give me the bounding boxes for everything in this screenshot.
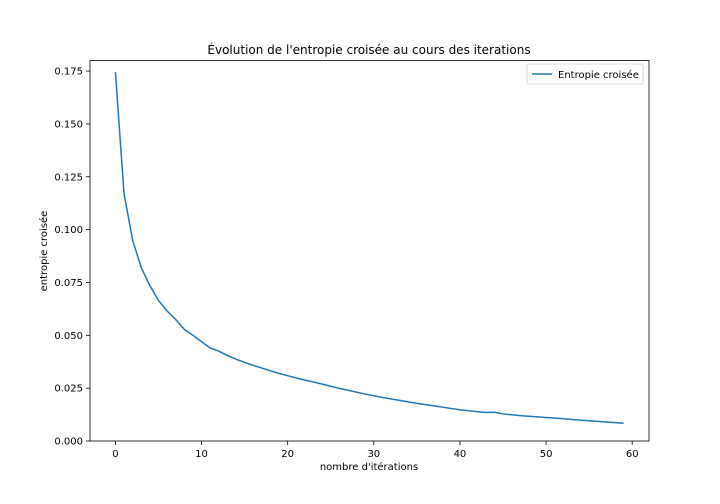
y-tick-label: 0.150 xyxy=(54,119,83,130)
plot-frame xyxy=(89,60,650,442)
x-axis: 0 10 20 30 40 50 60 xyxy=(112,441,639,460)
y-axis-label: entropie croisée xyxy=(38,211,50,292)
legend: Entropie croisée xyxy=(526,63,644,85)
x-tick-label: 0 xyxy=(112,449,118,460)
y-tick-label: 0.100 xyxy=(54,225,83,236)
x-tick-label: 20 xyxy=(281,449,294,460)
y-axis: 0.000 0.025 0.050 0.075 0.100 0.125 0.150 0.175 xyxy=(54,67,90,448)
x-tick-label: 60 xyxy=(626,449,639,460)
y-tick-label: 0.075 xyxy=(54,278,83,289)
x-tick-label: 30 xyxy=(367,449,380,460)
x-tick-label: 40 xyxy=(454,449,467,460)
x-axis-label: nombre d'itérations xyxy=(320,461,418,473)
series-line-entropie-croisee xyxy=(114,72,624,424)
y-tick-label: 0.000 xyxy=(54,437,83,448)
chart-title: Évolution de l'entropie croisée au cours… xyxy=(207,42,530,57)
y-tick-label: 0.125 xyxy=(54,172,83,183)
x-tick-label: 50 xyxy=(540,449,553,460)
legend-box xyxy=(526,63,644,85)
y-tick-label: 0.175 xyxy=(54,67,83,78)
y-tick-label: 0.050 xyxy=(54,331,83,342)
y-tick-label: 0.025 xyxy=(54,384,83,395)
legend-label: Entropie croisée xyxy=(558,69,639,81)
x-tick-label: 10 xyxy=(195,449,208,460)
